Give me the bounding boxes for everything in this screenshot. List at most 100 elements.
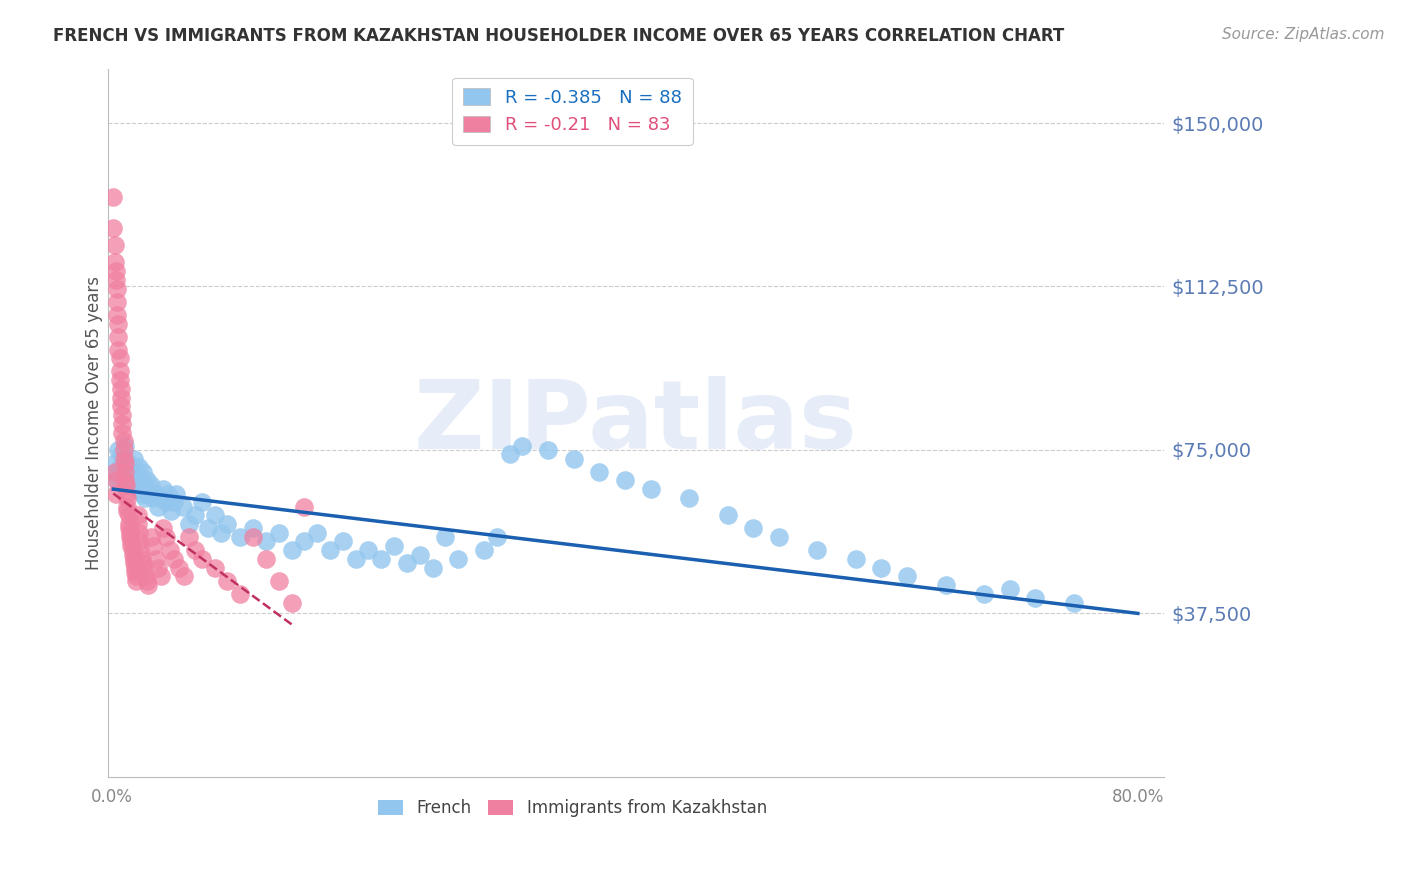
Point [118,521,141,535]
Point [395,556,418,570]
Point [110,447,132,461]
Point [191,552,214,566]
Point [197,521,219,535]
Point [139,478,162,492]
Point [108,351,131,366]
Point [167,560,190,574]
Point [108,373,131,387]
Point [104,486,127,500]
Point [104,264,127,278]
Point [105,474,128,488]
Point [124,465,146,479]
Point [114,474,136,488]
Text: FRENCH VS IMMIGRANTS FROM KAZAKHSTAN HOUSEHOLDER INCOME OVER 65 YEARS CORRELATIO: FRENCH VS IMMIGRANTS FROM KAZAKHSTAN HOU… [53,27,1064,45]
Point [292,500,315,514]
Point [111,408,134,422]
Point [422,560,444,574]
Point [104,456,127,470]
Point [121,478,143,492]
Point [134,569,156,583]
Point [104,474,127,488]
Point [115,478,138,492]
Point [242,530,264,544]
Point [870,560,893,574]
Point [184,543,207,558]
Point [107,317,129,331]
Point [485,530,508,544]
Point [118,525,141,540]
Point [319,543,342,558]
Point [562,451,585,466]
Point [280,595,302,609]
Point [498,447,520,461]
Point [142,539,165,553]
Legend: French, Immigrants from Kazakhstan: French, Immigrants from Kazakhstan [370,790,775,825]
Point [108,364,131,378]
Point [132,465,155,479]
Point [124,565,146,579]
Point [204,560,226,574]
Point [117,500,139,514]
Point [382,539,405,553]
Point [229,587,252,601]
Point [742,521,765,535]
Point [118,469,141,483]
Point [537,442,560,457]
Point [155,530,177,544]
Point [613,474,636,488]
Point [117,491,139,505]
Point [120,539,142,553]
Point [112,442,135,457]
Point [103,220,125,235]
Point [132,556,155,570]
Point [370,552,392,566]
Point [434,530,457,544]
Point [135,474,157,488]
Point [122,556,145,570]
Point [131,552,153,566]
Point [152,521,174,535]
Point [173,569,195,583]
Point [105,294,128,309]
Y-axis label: Householder Income Over 65 years: Householder Income Over 65 years [86,276,103,570]
Point [409,548,432,562]
Point [127,482,149,496]
Point [209,525,232,540]
Point [131,486,153,500]
Point [125,574,148,588]
Point [148,500,170,514]
Point [125,569,148,583]
Point [118,530,141,544]
Point [165,486,187,500]
Point [768,530,790,544]
Point [105,282,128,296]
Point [111,417,134,431]
Point [104,465,127,479]
Point [112,451,135,466]
Point [111,456,134,470]
Point [177,530,200,544]
Point [973,587,995,601]
Point [155,495,177,509]
Point [307,525,329,540]
Point [159,543,181,558]
Point [148,560,170,574]
Point [104,255,127,269]
Point [152,482,174,496]
Point [104,465,127,479]
Point [104,273,127,287]
Point [332,534,354,549]
Point [160,504,183,518]
Point [217,574,239,588]
Point [998,582,1021,597]
Point [716,508,738,523]
Point [145,486,167,500]
Point [121,543,143,558]
Point [242,521,264,535]
Point [110,391,132,405]
Point [120,460,142,475]
Point [128,460,150,475]
Point [149,569,172,583]
Point [512,439,534,453]
Point [157,486,180,500]
